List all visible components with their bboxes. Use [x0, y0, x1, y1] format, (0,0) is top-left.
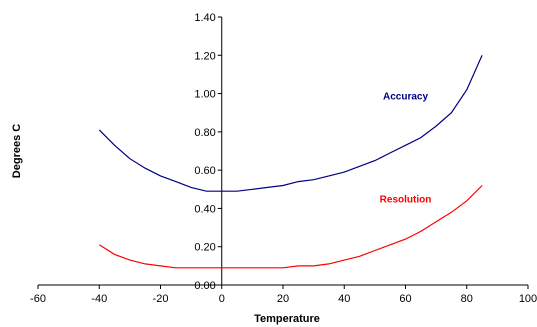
x-tick-label: -40 — [91, 293, 107, 305]
x-tick-label: 40 — [338, 293, 350, 305]
x-axis-ticks: -60 -40 -20 0 20 40 60 80 100 — [30, 285, 537, 305]
series-label-accuracy: Accuracy — [383, 91, 428, 102]
x-axis-title: Temperature — [254, 313, 320, 325]
y-axis-title: Degrees C — [11, 124, 23, 178]
y-tick-label: 0.60 — [194, 165, 215, 177]
series-label-resolution: Resolution — [380, 195, 432, 206]
y-tick-label: 1.40 — [194, 12, 215, 24]
x-tick-label: 60 — [399, 293, 411, 305]
series-labels: Accuracy Resolution — [380, 91, 432, 205]
series-group — [98, 55, 483, 269]
y-axis-ticks: 0.00 0.20 0.40 0.60 0.80 1.00 1.20 1.40 — [194, 12, 222, 292]
x-tick-label: 20 — [277, 293, 289, 305]
x-tick-label: 80 — [461, 293, 473, 305]
axes — [38, 17, 528, 286]
y-tick-label: 0.40 — [194, 203, 215, 215]
y-tick-label: 1.00 — [194, 89, 215, 101]
y-tick-label: 0.00 — [194, 280, 215, 292]
x-tick-label: 0 — [219, 293, 225, 305]
y-tick-label: 0.80 — [194, 127, 215, 139]
series-line-accuracy — [98, 55, 483, 192]
x-tick-label: -60 — [30, 293, 46, 305]
x-tick-label: -20 — [153, 293, 169, 305]
y-tick-label: 1.20 — [194, 50, 215, 62]
x-tick-label: 100 — [519, 293, 537, 305]
y-tick-label: 0.20 — [194, 242, 215, 254]
series-line-resolution — [98, 185, 483, 269]
